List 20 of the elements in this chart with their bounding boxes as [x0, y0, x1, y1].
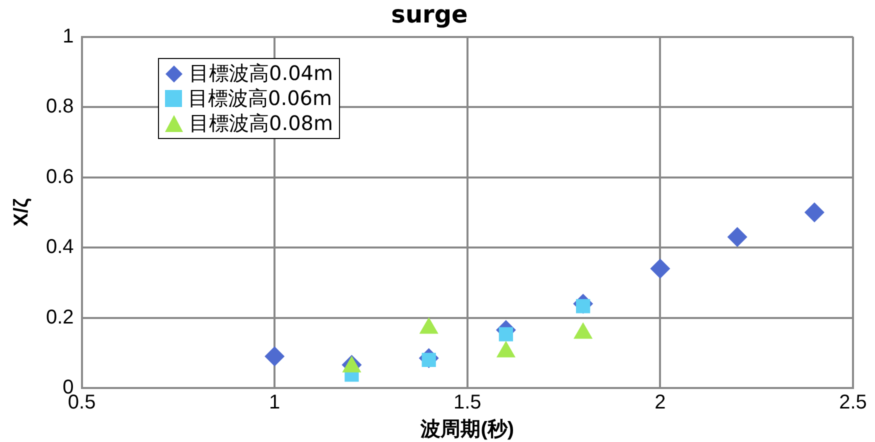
y-tick-label: 0.2 — [46, 306, 74, 328]
point — [727, 226, 748, 247]
legend-label: 目標波高0.08m — [189, 111, 334, 136]
y-tick-label: 1 — [62, 25, 74, 48]
y-tick-label: 0.6 — [46, 166, 74, 188]
y-tick-label: 0.8 — [46, 96, 74, 118]
x-tick-label: 2 — [654, 392, 666, 414]
legend-label: 目標波高0.06m — [188, 86, 332, 111]
point — [498, 327, 514, 342]
x-tick-label: 2.5 — [839, 392, 867, 414]
y-axis-title: X/ζ — [10, 198, 33, 226]
legend-label: 目標波高0.04m — [189, 61, 334, 86]
y-tick-label: 0.4 — [46, 236, 74, 258]
point — [804, 202, 824, 222]
chart-title: surge — [391, 0, 468, 29]
x-tick-label: 1.5 — [453, 392, 482, 414]
x-axis-title: 波周期(秒) — [420, 418, 514, 441]
point — [650, 258, 670, 279]
point — [264, 346, 285, 366]
x-tick-label: 1 — [269, 392, 280, 414]
